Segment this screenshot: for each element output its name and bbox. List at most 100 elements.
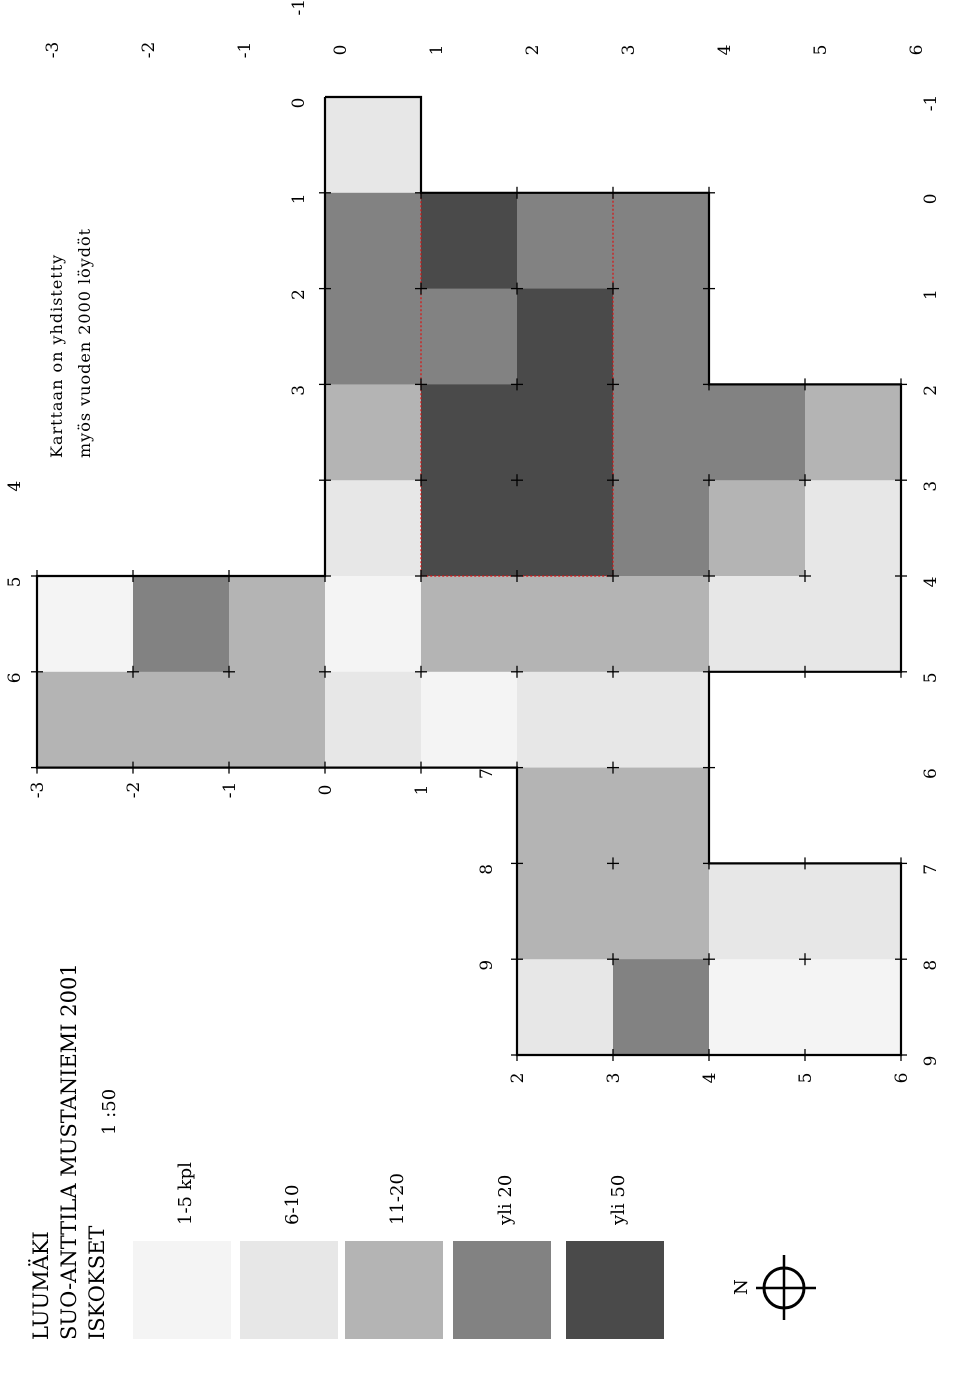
grid-cell-31 bbox=[133, 671, 230, 769]
grid-cross-35 bbox=[511, 474, 523, 487]
legend-label-1: 6-10 bbox=[282, 1185, 303, 1225]
grid-cell-9 bbox=[325, 384, 422, 481]
grid-cross-43 bbox=[319, 570, 331, 582]
grid-cross-38 bbox=[799, 474, 811, 487]
tick-x-right-5: 4 bbox=[921, 577, 941, 588]
tick-x-right-0: -1 bbox=[921, 95, 941, 112]
grid-cell-29 bbox=[805, 576, 902, 673]
grid-cross-54 bbox=[415, 665, 427, 678]
legend: 1-5 kpl 6-10 11-20 yli 20 yli 50 bbox=[133, 1162, 664, 1339]
title-line-1: LUUMÄKI bbox=[29, 1231, 53, 1340]
grid-cell-28 bbox=[709, 576, 806, 673]
grid-cell-44 bbox=[613, 959, 710, 1056]
tick-y-top-9: 6 bbox=[907, 45, 927, 56]
grid-cross-60 bbox=[31, 761, 43, 774]
grid-cross-88 bbox=[799, 953, 811, 966]
grid-cross-87 bbox=[703, 953, 715, 966]
tick-y-top-3: 0 bbox=[331, 45, 351, 56]
grid-cell-16 bbox=[421, 480, 518, 577]
tick-y-mid-3: 0 bbox=[316, 785, 336, 796]
note-line-1: Karttaan on yhdistetty bbox=[47, 254, 66, 458]
grid-cell-36 bbox=[613, 671, 710, 769]
grid-cell-20 bbox=[805, 480, 902, 577]
grid-cross-78 bbox=[799, 857, 811, 870]
grid-cross-14 bbox=[415, 282, 427, 295]
note-line-2: myös vuoden 2000 löydöt bbox=[75, 228, 94, 458]
grid-cross-37 bbox=[703, 474, 715, 487]
tick-x-inner-2: 1 bbox=[289, 193, 309, 204]
grid-cross-77 bbox=[703, 857, 715, 870]
tick-y-top-4: 1 bbox=[427, 45, 447, 56]
north-label: N bbox=[731, 1279, 752, 1295]
tick-x-left-0: 4 bbox=[5, 481, 25, 492]
grid-cell-18 bbox=[613, 480, 710, 577]
grid-cross-49 bbox=[895, 570, 907, 582]
grid-cross-47 bbox=[703, 570, 715, 582]
grid-cell-45 bbox=[709, 959, 806, 1056]
tick-x-lower-1: 8 bbox=[477, 864, 497, 875]
tick-y-bottom-2: 4 bbox=[700, 1073, 720, 1084]
legend-swatch-2 bbox=[345, 1241, 443, 1339]
grid-cross-44 bbox=[415, 570, 427, 582]
grid-cell-7 bbox=[517, 288, 614, 385]
grid-cross-26 bbox=[607, 378, 619, 391]
tick-y-top-7: 4 bbox=[715, 45, 735, 56]
grid-cross-25 bbox=[511, 378, 523, 391]
grid-cross-52 bbox=[223, 665, 235, 678]
tick-x-lower-2: 9 bbox=[477, 960, 497, 971]
tick-x-right-2: 1 bbox=[921, 289, 941, 300]
legend-swatch-1 bbox=[240, 1241, 338, 1339]
tick-y-bottom-0: 2 bbox=[508, 1073, 528, 1084]
grid-cell-23 bbox=[229, 576, 326, 673]
grid-cross-66 bbox=[607, 761, 619, 774]
grid-cells bbox=[37, 97, 902, 1056]
grid-cell-12 bbox=[613, 384, 710, 481]
grid-cross-23 bbox=[319, 378, 331, 391]
axis-labels: -1 0 1 2 3 4 5 6 7 8 9 -3 -2 -1 0 1 2 3 4 5 6 -1 0 1 2 3 4 5 6 -3 -2 -1… bbox=[5, 0, 941, 1083]
legend-label-4: yli 50 bbox=[608, 1175, 629, 1226]
grid-cross-15 bbox=[511, 282, 523, 295]
grid-cross-24 bbox=[415, 378, 427, 391]
legend-swatch-3 bbox=[453, 1241, 551, 1339]
grid-cell-4 bbox=[613, 192, 710, 290]
grid-cell-42 bbox=[805, 863, 902, 960]
grid-cross-58 bbox=[799, 665, 811, 678]
grid-cell-40 bbox=[613, 863, 710, 960]
grid-cross-42 bbox=[223, 570, 235, 582]
grid-cell-43 bbox=[517, 959, 614, 1056]
grid-cross-65 bbox=[511, 761, 523, 774]
grid-cross-76 bbox=[607, 857, 619, 870]
grid-cross-62 bbox=[223, 761, 235, 774]
tick-y-top-5: 2 bbox=[523, 45, 543, 56]
grid-cell-19 bbox=[709, 480, 806, 577]
tick-x-left-2: 6 bbox=[5, 672, 25, 683]
grid-cross-4 bbox=[415, 186, 427, 199]
tick-y-bottom-4: 6 bbox=[892, 1073, 912, 1084]
grid-cross-29 bbox=[895, 378, 907, 391]
tick-x-left-1: 5 bbox=[5, 577, 25, 588]
grid-cross-79 bbox=[895, 857, 907, 870]
tick-x-right-6: 5 bbox=[921, 672, 941, 683]
grid-cell-1 bbox=[325, 192, 422, 290]
tick-x-lower-0: 7 bbox=[477, 768, 497, 779]
grid-cell-30 bbox=[37, 671, 134, 769]
grid-cross-28 bbox=[799, 378, 811, 391]
grid-cross-36 bbox=[607, 474, 619, 487]
grid-cross-48 bbox=[799, 570, 811, 582]
tick-y-mid-2: -1 bbox=[220, 782, 240, 799]
tick-y-mid-4: 1 bbox=[412, 785, 432, 796]
tick-x-right-9: 8 bbox=[921, 960, 941, 971]
grid-cross-17 bbox=[703, 282, 715, 295]
grid-cell-41 bbox=[709, 863, 806, 960]
grid-cell-37 bbox=[517, 767, 614, 864]
tick-y-top-8: 5 bbox=[811, 45, 831, 56]
grid-cross-13 bbox=[319, 282, 331, 295]
north-arrow-crosshair-icon: N bbox=[731, 1255, 816, 1320]
grid-cell-15 bbox=[325, 480, 422, 577]
grid-cross-89 bbox=[895, 953, 907, 966]
tick-y-mid-0: -3 bbox=[28, 782, 48, 799]
tick-y-bottom-1: 3 bbox=[604, 1073, 624, 1084]
tick-x-right-8: 7 bbox=[921, 864, 941, 875]
